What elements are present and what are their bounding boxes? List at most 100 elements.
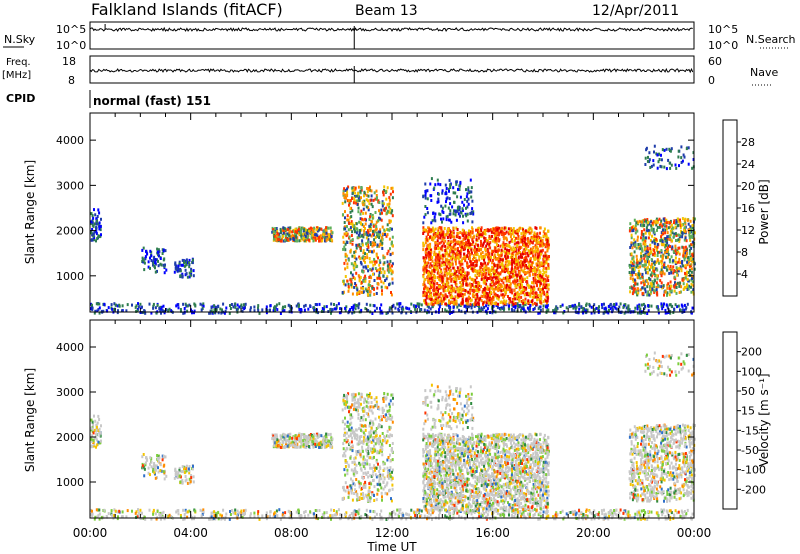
heatmap-cell <box>494 235 496 239</box>
heatmap-cell <box>465 297 468 301</box>
heatmap-cell <box>469 259 472 263</box>
heatmap-cell <box>647 282 650 286</box>
heatmap-cell <box>640 244 643 248</box>
heatmap-cell <box>536 249 539 253</box>
heatmap-cell <box>545 299 548 303</box>
heatmap-cell <box>482 301 485 305</box>
heatmap-cell <box>683 226 686 230</box>
heatmap-cell <box>657 283 659 287</box>
heatmap-cell <box>678 164 680 168</box>
heatmap-cell <box>379 217 382 221</box>
heatmap-cell <box>360 217 363 221</box>
heatmap-cell <box>445 283 448 287</box>
heatmap-cell <box>468 295 470 299</box>
heatmap-cell <box>536 247 539 251</box>
heatmap-cell <box>502 306 504 310</box>
heatmap-cell <box>275 234 278 238</box>
heatmap-cell <box>471 199 474 203</box>
heatmap-cell <box>440 268 443 272</box>
heatmap-cell <box>349 278 352 282</box>
heatmap-cell <box>517 261 520 265</box>
heatmap-cell <box>619 302 622 306</box>
heatmap-cell <box>647 309 650 313</box>
heatmap-cell <box>374 262 376 266</box>
heatmap-cell <box>448 291 451 295</box>
heatmap-cell <box>427 271 429 275</box>
heatmap-cell <box>580 305 583 309</box>
heatmap-cell <box>390 272 393 276</box>
heatmap-cell <box>643 224 646 227</box>
heatmap-cell <box>440 270 442 274</box>
heatmap-cell <box>689 225 692 229</box>
heatmap-cell <box>522 288 525 292</box>
heatmap-cell <box>644 247 647 251</box>
heatmap-cell <box>519 265 522 269</box>
heatmap-cell <box>281 307 284 311</box>
heatmap-cell <box>296 229 298 233</box>
heatmap-cell <box>504 260 507 264</box>
heatmap-cell <box>215 306 218 310</box>
heatmap-cell <box>480 299 483 303</box>
heatmap-cell <box>455 182 458 186</box>
heatmap-cell <box>498 254 501 258</box>
heatmap-cell <box>286 238 289 242</box>
heatmap-cell <box>241 306 244 310</box>
heatmap-cell <box>344 306 347 310</box>
heatmap-cell <box>131 303 133 307</box>
heatmap-cell <box>445 265 448 269</box>
heatmap-cell <box>399 302 402 306</box>
heatmap-cell <box>506 283 508 287</box>
heatmap-cell <box>425 261 428 265</box>
heatmap-cell <box>646 246 649 250</box>
heatmap-cell <box>458 286 461 290</box>
heatmap-cell <box>645 219 647 223</box>
heatmap-cell <box>146 252 149 256</box>
heatmap-cell <box>537 266 540 270</box>
heatmap-cell <box>398 309 400 313</box>
heatmap-cell <box>136 309 139 313</box>
heatmap-cell <box>303 304 306 308</box>
heatmap-cell <box>514 302 517 305</box>
heatmap-cell <box>445 281 448 285</box>
heatmap-cell <box>459 255 462 259</box>
heatmap-cell <box>160 263 163 267</box>
heatmap-cell <box>93 230 96 234</box>
heatmap-cell <box>249 306 252 310</box>
heatmap-cell <box>461 276 463 280</box>
heatmap-cell <box>654 279 656 283</box>
heatmap-cell <box>520 283 523 287</box>
heatmap-cell <box>496 263 499 267</box>
heatmap-cell <box>486 242 489 246</box>
heatmap-cell <box>539 243 542 247</box>
heatmap-cell <box>678 266 681 270</box>
heatmap-cell <box>664 231 667 235</box>
heatmap-cell <box>355 222 358 226</box>
heatmap-cell <box>646 266 649 270</box>
heatmap-cell <box>640 232 643 236</box>
heatmap-cell <box>522 299 525 303</box>
heatmap-cell <box>141 260 144 263</box>
heatmap-cell <box>530 263 533 267</box>
heatmap-cell <box>493 272 496 275</box>
heatmap-cell <box>501 226 504 230</box>
heatmap-cell <box>644 304 646 308</box>
heatmap-cell <box>636 276 639 280</box>
heatmap-cell <box>456 228 459 231</box>
heatmap-cell <box>510 267 513 271</box>
heatmap-cell <box>642 220 644 224</box>
heatmap-cell <box>93 222 96 226</box>
heatmap-cell <box>230 303 233 306</box>
heatmap-cell <box>456 249 459 253</box>
heatmap-cell <box>351 311 354 315</box>
heatmap-cell <box>481 251 484 254</box>
heatmap-cell <box>513 235 515 239</box>
heatmap-cell <box>415 305 417 308</box>
heatmap-cell <box>379 233 382 237</box>
heatmap-cell <box>496 243 498 247</box>
heatmap-cell <box>666 293 668 297</box>
heatmap-cell <box>439 183 442 187</box>
heatmap-cell <box>534 273 537 277</box>
heatmap-cell <box>422 266 425 270</box>
heatmap-cell <box>515 256 517 260</box>
heatmap-cell <box>514 253 517 257</box>
